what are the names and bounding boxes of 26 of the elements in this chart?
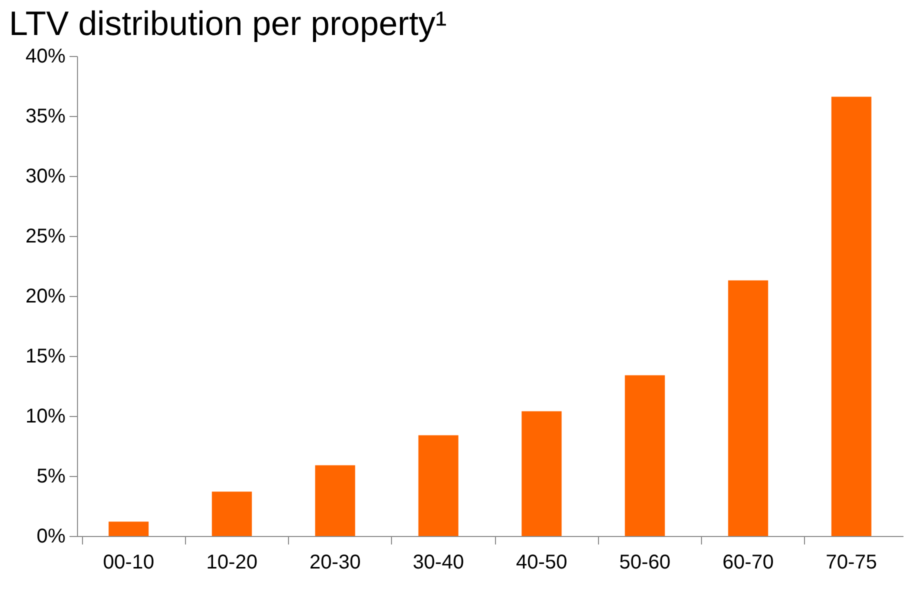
bar — [624, 375, 665, 536]
x-tick-label: 70-75 — [826, 552, 877, 574]
bar — [315, 465, 356, 536]
y-tick-label: 25% — [25, 226, 66, 248]
y-tick-label: 15% — [25, 346, 66, 368]
y-tick-label: 20% — [25, 286, 66, 308]
bar — [418, 435, 458, 536]
y-tick-label: 40% — [25, 46, 66, 68]
y-tick-label: 0% — [36, 526, 66, 548]
x-tick-label: 30-40 — [412, 552, 464, 574]
x-tick-label: 20-30 — [310, 552, 361, 574]
y-tick-label: 5% — [36, 466, 66, 488]
x-tick-label: 40-50 — [516, 552, 568, 574]
bar — [831, 96, 872, 536]
bar — [728, 280, 768, 536]
y-tick-label: 30% — [25, 166, 66, 188]
y-tick-label: 35% — [25, 106, 66, 128]
x-tick-label: 10-20 — [206, 552, 258, 574]
y-tick-label: 10% — [25, 406, 66, 428]
x-tick-label: 00-10 — [103, 552, 154, 574]
x-tick-label: 60-70 — [722, 552, 774, 574]
bar — [108, 522, 149, 536]
x-tick-label: 50-60 — [619, 552, 670, 574]
chart-title: LTV distribution per property¹ — [8, 5, 447, 43]
bar — [212, 492, 252, 536]
bar — [522, 411, 562, 536]
